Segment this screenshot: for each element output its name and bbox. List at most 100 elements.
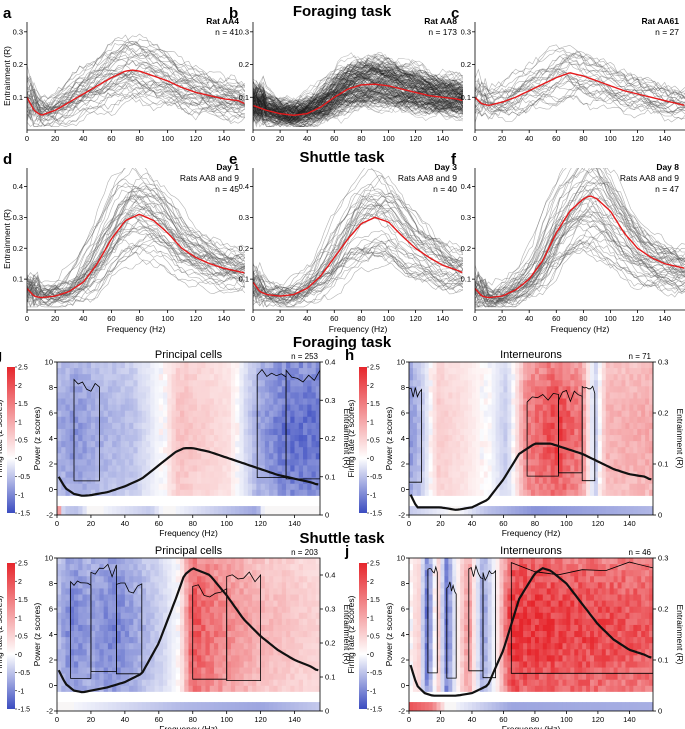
trial-curve — [253, 73, 463, 115]
heat-cell — [57, 618, 62, 626]
heat-cell — [432, 435, 437, 442]
heat-cell — [120, 558, 126, 565]
heat-cell — [256, 624, 262, 632]
heat-cell — [188, 679, 194, 687]
heat-cell — [641, 471, 646, 479]
heat-cell — [226, 576, 232, 583]
heat-cell — [150, 582, 155, 589]
heat-cell — [538, 386, 544, 393]
heat-cell — [534, 483, 540, 491]
firing-rate-cell — [542, 506, 548, 515]
heat-cell — [65, 594, 71, 601]
trial-curve — [253, 62, 463, 112]
heat-cell — [133, 410, 138, 418]
heat-cell — [192, 380, 198, 387]
heat-cell — [605, 410, 611, 418]
heat-cell — [201, 404, 206, 412]
heat-cell — [116, 362, 122, 369]
heat-cell — [184, 588, 189, 595]
heat-cell — [184, 661, 189, 668]
heat-cell — [256, 368, 262, 375]
heat-cell — [281, 600, 287, 608]
heat-cell — [129, 564, 134, 571]
trial-curve — [253, 88, 463, 126]
heat-cell — [235, 398, 240, 405]
heat-cell — [468, 380, 473, 387]
heat-cell — [420, 368, 426, 375]
heat-cell — [154, 398, 160, 405]
heat-cell — [196, 606, 202, 614]
heat-cell — [103, 404, 109, 412]
heat-cell — [65, 459, 71, 466]
heat-cell — [574, 453, 579, 460]
heat-cell — [247, 471, 253, 479]
heat-cell — [597, 447, 603, 454]
heat-cell — [311, 447, 317, 454]
heat-cell — [409, 428, 414, 436]
heat-cell — [277, 606, 283, 614]
heat-cell — [641, 416, 646, 424]
heat-cell — [116, 594, 122, 601]
heat-cell — [286, 483, 291, 491]
heat-cell — [116, 667, 122, 675]
heat-cell — [566, 380, 571, 387]
heat-cell — [150, 558, 155, 565]
heat-cell — [65, 380, 71, 387]
heat-cell — [281, 428, 287, 436]
heat-cell — [464, 483, 469, 491]
heat-cell — [163, 649, 168, 656]
heat-cell — [464, 441, 469, 448]
heat-cell — [298, 588, 304, 595]
heat-cell — [515, 386, 520, 393]
heat-cell — [243, 582, 249, 589]
heat-cell — [586, 398, 591, 405]
y-tick-label: 0.2 — [461, 244, 471, 253]
heat-cell — [171, 643, 177, 650]
heat-cell — [315, 386, 320, 393]
trial-curve — [27, 210, 245, 298]
heat-cell — [416, 489, 422, 497]
heat-cell — [78, 489, 83, 497]
heat-cell — [222, 386, 228, 393]
heat-cell — [175, 398, 181, 405]
heat-cell — [112, 416, 117, 424]
heat-cell — [116, 441, 122, 448]
heat-cell — [448, 368, 453, 375]
heat-cell — [649, 489, 653, 497]
trial-curve — [253, 168, 463, 291]
heat-cell — [222, 477, 228, 485]
heat-cell — [315, 564, 320, 571]
heat-cell — [475, 380, 481, 387]
heat-cell — [99, 558, 105, 565]
heat-cell — [440, 459, 445, 466]
heat-cell — [495, 404, 500, 412]
heat-cell — [593, 447, 599, 454]
heat-cell — [464, 428, 469, 436]
heat-cell — [90, 582, 96, 589]
heat-cell — [264, 667, 270, 675]
heat-cell — [273, 624, 278, 632]
heat-cell — [57, 477, 62, 485]
trial-curve — [253, 57, 463, 113]
heat-cell — [519, 404, 524, 412]
heat-cell — [252, 386, 257, 393]
heat-cell — [141, 679, 147, 687]
heat-cell — [546, 416, 552, 424]
heat-cell — [495, 422, 500, 430]
heat-cell — [416, 362, 422, 369]
heat-cell — [452, 459, 457, 466]
heat-cell — [277, 362, 283, 369]
trial-curves-c — [475, 44, 685, 123]
heat-cell — [311, 368, 317, 375]
heat-cell — [252, 489, 257, 497]
heat-cell — [495, 477, 500, 485]
heat-cell — [471, 386, 477, 393]
heat-cell — [146, 661, 151, 668]
heat-cell — [483, 428, 489, 436]
heat-cell — [78, 428, 83, 436]
heat-cell — [180, 612, 185, 620]
trial-curve — [253, 65, 463, 114]
heat-cell — [188, 435, 194, 442]
heat-cell — [582, 422, 587, 430]
heat-cell — [311, 631, 317, 638]
